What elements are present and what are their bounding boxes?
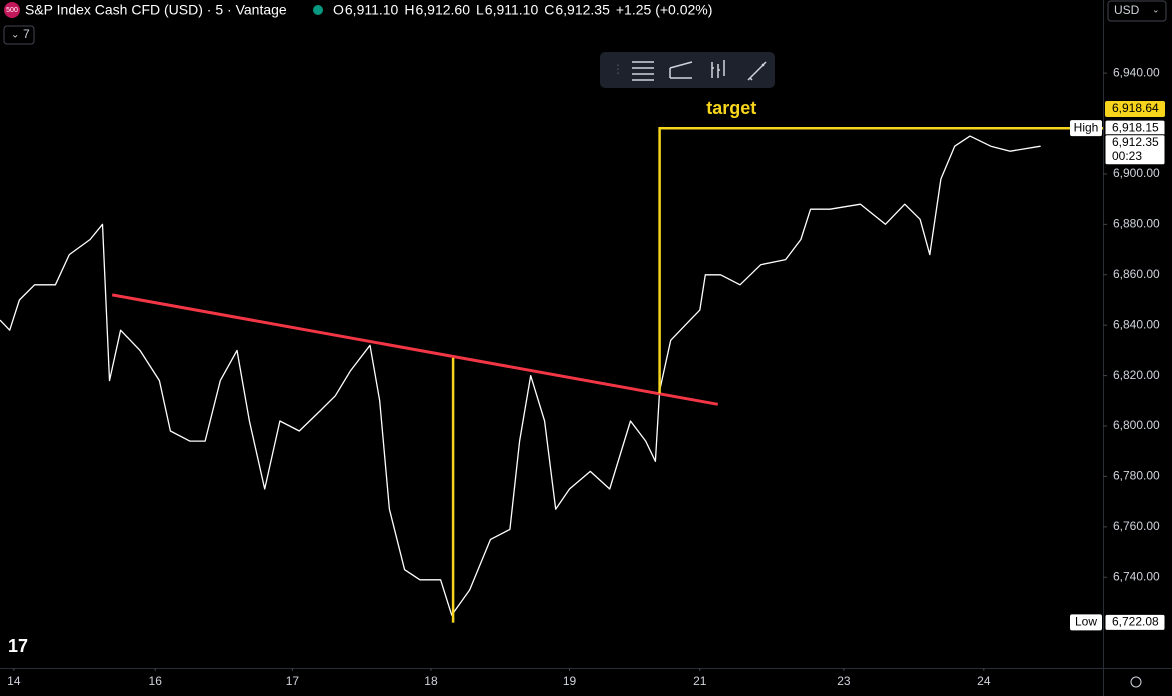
chevron: ⌄	[11, 30, 19, 41]
x-tick-label: 17	[286, 674, 300, 688]
price-label: 6,912.35	[1112, 135, 1159, 149]
y-tick-label: 6,840.00	[1113, 317, 1160, 331]
toolbar-bg	[600, 52, 775, 88]
y-tick-label: 6,880.00	[1113, 217, 1160, 231]
y-tick-label: 6,940.00	[1113, 65, 1160, 79]
market-status	[313, 5, 323, 15]
dropdown: ⌄	[1152, 4, 1160, 14]
y-tick-label: 6,760.00	[1113, 519, 1160, 533]
change: +1.25 (+0.02%)	[616, 2, 713, 18]
ohlc-key: C	[544, 2, 554, 18]
y-tick-label: 6,820.00	[1113, 368, 1160, 382]
price-label: 6,918.64	[1112, 101, 1159, 115]
ohlc-value: 6,912.35	[555, 2, 610, 18]
price-tag: High	[1074, 120, 1099, 134]
symbol-badge[interactable]	[4, 2, 20, 18]
price-label-box	[1104, 134, 1166, 166]
target-label: target	[706, 98, 756, 118]
ohlc-key: L	[476, 2, 484, 18]
drag-handle[interactable]: ⋮	[612, 62, 624, 76]
ohlc-value: 6,911.10	[485, 2, 539, 18]
x-tick-label: 21	[693, 674, 707, 688]
price-tag-box	[1070, 120, 1102, 137]
ohlc-value: 6,911.10	[345, 2, 399, 18]
badge-text: 500	[6, 7, 18, 14]
x-tick-label: 14	[7, 674, 21, 688]
plot: 6,740.00 6,760.00 6,780.00 6,800.00 6,820.00…	[0, 65, 1166, 688]
tool-lines[interactable]	[632, 61, 654, 81]
price-tag-box	[1070, 614, 1102, 631]
price-tag: Low	[1075, 615, 1097, 629]
ohlc-key: O	[333, 2, 344, 18]
x-tick-label: 19	[563, 674, 577, 688]
tool-fib[interactable]	[669, 61, 693, 79]
tool-trend[interactable]	[747, 61, 767, 81]
x-tick-label: 23	[837, 674, 851, 688]
price-label-box	[1105, 100, 1165, 117]
y-tick-label: 6,780.00	[1113, 469, 1160, 483]
ohlc-key: H	[404, 2, 414, 18]
y-tick-label: 6,900.00	[1113, 166, 1160, 180]
currency-select[interactable]	[1107, 0, 1167, 22]
tool-candles[interactable]	[711, 60, 725, 78]
x-tick-label: 18	[424, 674, 438, 688]
drawing-toolbar: ⋮	[600, 52, 775, 88]
ohlc-value: 6,912.60	[415, 2, 470, 18]
target	[658, 126, 1103, 394]
indicators-toggle[interactable]	[3, 25, 35, 45]
price-label: 6,918.15	[1112, 120, 1159, 134]
symbol-title[interactable]: S&P Index Cash CFD (USD) · 5 · Vantage	[25, 2, 287, 18]
y-tick-label: 6,800.00	[1113, 418, 1160, 432]
price-line	[0, 135, 1041, 616]
logo[interactable]: 17	[8, 636, 28, 656]
countdown: 00:23	[1112, 149, 1142, 163]
indicator-count: 7	[23, 27, 30, 41]
y-tick-label: 6,740.00	[1113, 569, 1160, 583]
currency: USD	[1114, 3, 1140, 17]
ohlc: O 6,911.10 H 6,912.60 L 6,911.10 C 6,912.35 +1.2…	[333, 2, 712, 18]
price-label-box	[1104, 613, 1166, 631]
trendline	[111, 293, 719, 406]
x-tick-label: 24	[977, 674, 991, 688]
x-tick-label: 16	[149, 674, 163, 688]
price-label: 6,722.08	[1112, 615, 1159, 629]
y-tick-label: 6,860.00	[1113, 267, 1160, 281]
settings[interactable]	[1130, 676, 1142, 688]
